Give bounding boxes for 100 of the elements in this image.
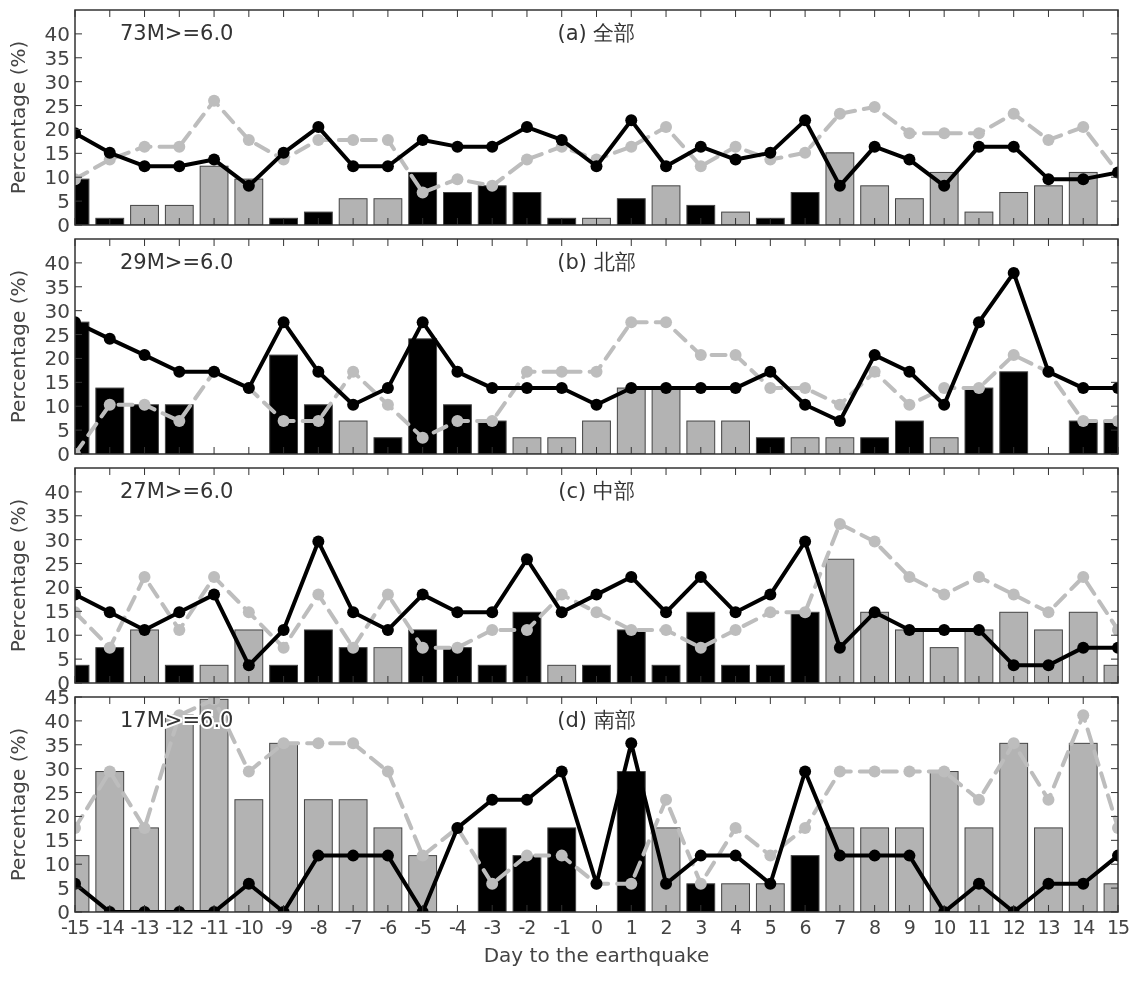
y-tick-label: 10 bbox=[44, 852, 70, 877]
y-tick-label: 10 bbox=[44, 623, 70, 648]
point bbox=[694, 140, 707, 153]
point bbox=[347, 849, 360, 862]
x-tick-label: 12 bbox=[1002, 916, 1025, 938]
point bbox=[277, 415, 290, 428]
point bbox=[173, 160, 186, 173]
point bbox=[729, 349, 742, 362]
point bbox=[486, 606, 499, 619]
point bbox=[972, 127, 985, 140]
point bbox=[1007, 588, 1020, 601]
point bbox=[242, 765, 255, 778]
point bbox=[903, 365, 916, 378]
x-tick-label: 4 bbox=[730, 916, 743, 938]
point bbox=[764, 588, 777, 601]
y-tick-label: 5 bbox=[57, 876, 70, 901]
point bbox=[764, 606, 777, 619]
point bbox=[1042, 606, 1055, 619]
point bbox=[1042, 659, 1055, 672]
x-axis-title: Day to the earthquake bbox=[483, 943, 710, 967]
point bbox=[173, 415, 186, 428]
point bbox=[833, 641, 846, 654]
y-tick-label: 30 bbox=[44, 527, 70, 552]
point bbox=[625, 114, 638, 127]
point bbox=[451, 415, 464, 428]
point bbox=[938, 382, 951, 395]
point bbox=[590, 160, 603, 173]
point bbox=[277, 737, 290, 750]
x-tick-label: -6 bbox=[379, 916, 397, 938]
point bbox=[833, 107, 846, 120]
point bbox=[625, 316, 638, 329]
x-tick-label: 14 bbox=[1072, 916, 1096, 938]
point bbox=[868, 349, 881, 362]
point bbox=[486, 382, 499, 395]
point bbox=[1042, 793, 1055, 806]
point bbox=[660, 623, 673, 636]
point bbox=[1007, 349, 1020, 362]
y-tick-label: 5 bbox=[57, 189, 70, 214]
point bbox=[625, 382, 638, 395]
x-tick-label: -4 bbox=[448, 916, 467, 938]
point bbox=[138, 140, 151, 153]
y-tick-label: 15 bbox=[44, 141, 70, 166]
point bbox=[868, 365, 881, 378]
point bbox=[729, 382, 742, 395]
point bbox=[938, 623, 951, 636]
point bbox=[103, 606, 116, 619]
y-tick-label: 40 bbox=[44, 708, 70, 733]
point bbox=[1007, 266, 1020, 279]
point bbox=[416, 186, 429, 199]
point bbox=[242, 877, 255, 890]
point bbox=[486, 793, 499, 806]
point bbox=[242, 133, 255, 146]
point bbox=[625, 140, 638, 153]
x-tick-label: 9 bbox=[903, 916, 915, 938]
y-tick-label: 25 bbox=[44, 780, 70, 805]
point bbox=[972, 623, 985, 636]
point bbox=[590, 398, 603, 411]
text: (d) 南部 bbox=[557, 708, 636, 732]
point bbox=[555, 588, 568, 601]
point bbox=[555, 765, 568, 778]
point bbox=[938, 765, 951, 778]
point bbox=[312, 133, 325, 146]
x-tick-label: -10 bbox=[234, 916, 263, 938]
point bbox=[625, 877, 638, 890]
x-tick-label: 0 bbox=[590, 916, 603, 938]
point bbox=[208, 153, 221, 166]
point bbox=[799, 535, 812, 548]
point bbox=[103, 765, 116, 778]
point bbox=[694, 382, 707, 395]
point bbox=[312, 121, 325, 134]
point bbox=[833, 517, 846, 530]
y-tick-label: 40 bbox=[44, 479, 70, 504]
y-tick-label: 25 bbox=[44, 93, 70, 118]
point bbox=[173, 365, 186, 378]
point bbox=[694, 349, 707, 362]
point bbox=[868, 100, 881, 113]
point bbox=[764, 849, 777, 862]
point bbox=[1077, 570, 1090, 583]
x-tick-label: -12 bbox=[165, 916, 194, 938]
y-tick-label: 15 bbox=[44, 370, 70, 395]
point bbox=[242, 659, 255, 672]
point bbox=[625, 570, 638, 583]
point bbox=[938, 588, 951, 601]
y-tick-label: 0 bbox=[57, 442, 70, 466]
point bbox=[729, 606, 742, 619]
x-tick-label: -11 bbox=[200, 916, 229, 938]
point bbox=[972, 570, 985, 583]
y-tick-label: 20 bbox=[44, 804, 70, 829]
point bbox=[1042, 877, 1055, 890]
point bbox=[347, 160, 360, 173]
point bbox=[138, 349, 151, 362]
point bbox=[799, 821, 812, 834]
point bbox=[416, 133, 429, 146]
x-tick-label: -14 bbox=[95, 916, 125, 938]
point bbox=[347, 606, 360, 619]
point bbox=[312, 415, 325, 428]
y-tick-label: 10 bbox=[44, 165, 70, 190]
x-tick-label: 6 bbox=[799, 916, 811, 938]
point bbox=[833, 179, 846, 192]
point bbox=[729, 849, 742, 862]
